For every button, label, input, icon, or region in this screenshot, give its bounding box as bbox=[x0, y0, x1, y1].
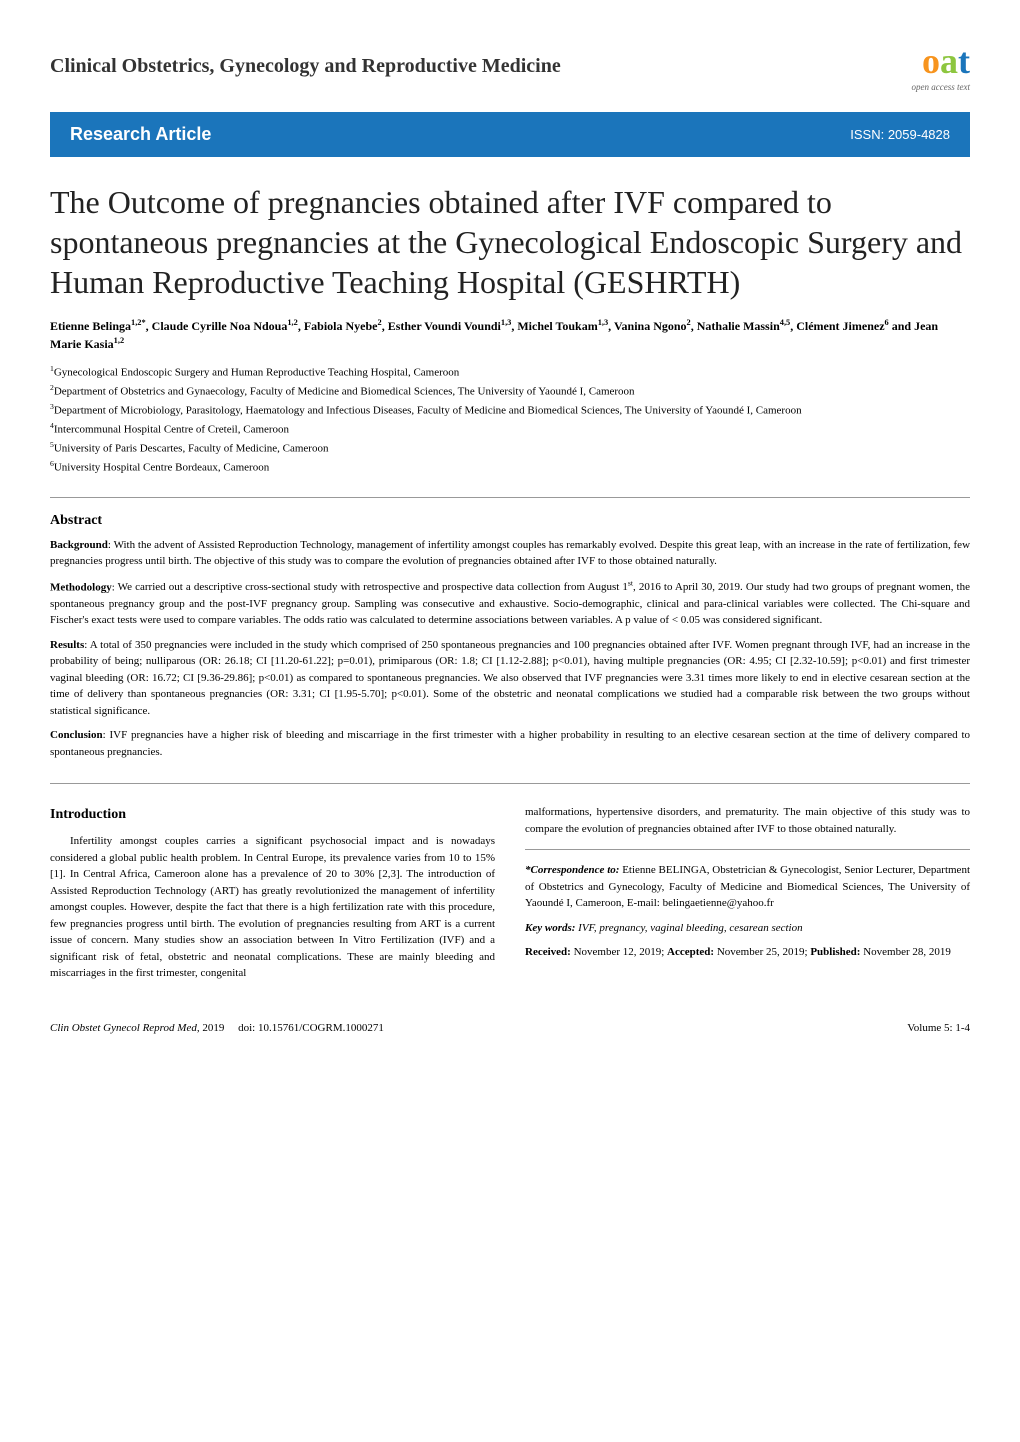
received-label: Received: bbox=[525, 946, 571, 958]
left-column: Introduction Infertility amongst couples… bbox=[50, 804, 495, 982]
keywords-label: Key words: bbox=[525, 922, 575, 934]
affiliation-3: 3Department of Microbiology, Parasitolog… bbox=[50, 401, 970, 419]
abstract-conclusion: Conclusion: IVF pregnancies have a highe… bbox=[50, 727, 970, 760]
affiliation-4: 4Intercommunal Hospital Centre of Cretei… bbox=[50, 420, 970, 438]
article-type: Research Article bbox=[70, 124, 211, 145]
footer-left: Clin Obstet Gynecol Reprod Med, 2019 doi… bbox=[50, 1022, 384, 1034]
abstract-methodology: Methodology: We carried out a descriptiv… bbox=[50, 578, 970, 629]
affiliation-5: 5University of Paris Descartes, Faculty … bbox=[50, 439, 970, 457]
affiliation-1: 1Gynecological Endoscopic Surgery and Hu… bbox=[50, 363, 970, 381]
footer-journal: Clin Obstet Gynecol Reprod Med, bbox=[50, 1022, 200, 1034]
accepted-date: November 25, 2019; bbox=[717, 946, 808, 958]
footer: Clin Obstet Gynecol Reprod Med, 2019 doi… bbox=[50, 1022, 970, 1034]
right-column: malformations, hypertensive disorders, a… bbox=[525, 804, 970, 982]
conclusion-label: Conclusion bbox=[50, 729, 103, 741]
introduction-text-right: malformations, hypertensive disorders, a… bbox=[525, 804, 970, 837]
affiliation-2: 2Department of Obstetrics and Gynaecolog… bbox=[50, 382, 970, 400]
background-label: Background bbox=[50, 539, 108, 551]
keywords-value: IVF, pregnancy, vaginal bleeding, cesare… bbox=[578, 922, 802, 934]
logo-subtitle: open access text bbox=[912, 82, 970, 92]
methodology-text: We carried out a descriptive cross-secti… bbox=[50, 581, 970, 626]
keywords: Key words: IVF, pregnancy, vaginal bleed… bbox=[525, 920, 970, 937]
header-row: Clinical Obstetrics, Gynecology and Repr… bbox=[50, 40, 970, 92]
footer-doi: doi: 10.15761/COGRM.1000271 bbox=[238, 1022, 384, 1034]
introduction-heading: Introduction bbox=[50, 804, 495, 825]
accepted-label: Accepted: bbox=[667, 946, 714, 958]
affiliations: 1Gynecological Endoscopic Surgery and Hu… bbox=[50, 363, 970, 477]
abstract-background: Background: With the advent of Assisted … bbox=[50, 537, 970, 570]
article-title: The Outcome of pregnancies obtained afte… bbox=[50, 182, 970, 302]
results-label: Results bbox=[50, 639, 84, 651]
correspondence: *Correspondence to: Etienne BELINGA, Obs… bbox=[525, 862, 970, 912]
received-date: November 12, 2019; bbox=[574, 946, 665, 958]
logo: oat open access text bbox=[912, 40, 970, 92]
methodology-label: Methodology bbox=[50, 581, 112, 593]
abstract-block: Abstract Background: With the advent of … bbox=[50, 497, 970, 785]
results-text: A total of 350 pregnancies were included… bbox=[50, 639, 970, 717]
published-label: Published: bbox=[810, 946, 860, 958]
dates: Received: November 12, 2019; Accepted: N… bbox=[525, 944, 970, 961]
affiliation-6: 6University Hospital Centre Bordeaux, Ca… bbox=[50, 458, 970, 476]
issn: ISSN: 2059-4828 bbox=[850, 127, 950, 142]
background-text: With the advent of Assisted Reproduction… bbox=[50, 539, 970, 568]
abstract-results: Results: A total of 350 pregnancies were… bbox=[50, 637, 970, 720]
correspondence-label: *Correspondence to: bbox=[525, 864, 619, 876]
logo-text: oat bbox=[922, 40, 970, 82]
footer-right: Volume 5: 1-4 bbox=[907, 1022, 970, 1034]
two-column-body: Introduction Infertility amongst couples… bbox=[50, 804, 970, 982]
authors: Etienne Belinga1,2*, Claude Cyrille Noa … bbox=[50, 317, 970, 353]
abstract-heading: Abstract bbox=[50, 513, 970, 529]
introduction-text-left: Infertility amongst couples carries a si… bbox=[50, 833, 495, 982]
column-divider bbox=[525, 849, 970, 850]
footer-year: 2019 bbox=[202, 1022, 224, 1034]
journal-name: Clinical Obstetrics, Gynecology and Repr… bbox=[50, 55, 561, 78]
conclusion-text: IVF pregnancies have a higher risk of bl… bbox=[50, 729, 970, 758]
published-date: November 28, 2019 bbox=[863, 946, 951, 958]
banner: Research Article ISSN: 2059-4828 bbox=[50, 112, 970, 157]
